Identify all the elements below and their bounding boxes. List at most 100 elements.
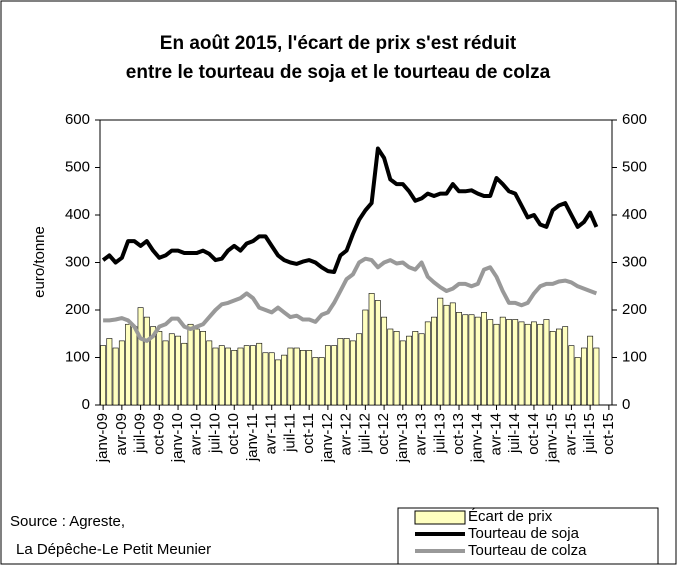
bar xyxy=(524,323,531,406)
x-tick-label: avr-12 xyxy=(338,413,355,456)
bar xyxy=(112,347,119,406)
bar xyxy=(237,347,244,406)
bar xyxy=(349,340,356,406)
bar xyxy=(162,340,169,406)
bar xyxy=(306,350,313,406)
bar xyxy=(543,319,550,406)
bar xyxy=(518,321,525,406)
bar xyxy=(449,302,456,406)
y2-tick-label: 200 xyxy=(622,301,647,318)
bar xyxy=(218,345,225,406)
y-tick-label: 600 xyxy=(65,111,90,128)
x-tick-label: avr-13 xyxy=(413,413,430,456)
x-tick-label: oct-12 xyxy=(375,413,392,455)
x-tick-label: oct-13 xyxy=(450,413,467,455)
x-tick-label: oct-11 xyxy=(300,413,317,454)
source: Source : Agreste, xyxy=(10,513,125,530)
y-tick-label: 400 xyxy=(65,206,90,223)
bar xyxy=(131,326,138,406)
bar xyxy=(568,345,575,406)
chart-title: En août 2015, l'écart de prix s'est rédu… xyxy=(160,33,517,54)
bar xyxy=(243,345,250,406)
y2-tick-label: 300 xyxy=(622,253,647,270)
legend-label: Tourteau de soja xyxy=(468,525,580,542)
x-tick-label: juil-10 xyxy=(206,413,223,454)
x-tick-label: juil-11 xyxy=(281,413,298,453)
legend-label: Écart de prix xyxy=(468,508,553,525)
bar xyxy=(318,357,325,406)
bar xyxy=(143,316,150,406)
bar xyxy=(268,352,275,406)
y-tick-label: 200 xyxy=(65,301,90,318)
bar xyxy=(150,326,156,406)
x-tick-label: avr-14 xyxy=(487,413,504,456)
bar xyxy=(374,300,381,406)
x-tick-label: janv-14 xyxy=(469,413,486,463)
bar xyxy=(487,319,494,406)
bar xyxy=(443,304,450,406)
bar xyxy=(456,312,462,406)
bar xyxy=(506,319,512,406)
bar xyxy=(412,331,419,406)
bar xyxy=(399,340,406,406)
legend-swatch xyxy=(414,510,466,525)
x-tick-label: oct-14 xyxy=(525,413,542,455)
bar xyxy=(275,359,281,406)
y-tick-label: 300 xyxy=(65,253,90,270)
bar xyxy=(343,338,350,406)
bar xyxy=(156,331,163,406)
bar xyxy=(118,340,125,406)
bar xyxy=(393,331,400,406)
x-tick-label: juil-12 xyxy=(356,413,373,454)
bar xyxy=(231,350,238,406)
bar xyxy=(418,333,425,406)
bar xyxy=(168,333,175,406)
bar xyxy=(256,342,263,406)
x-tick-label: juil-09 xyxy=(132,413,149,454)
bar xyxy=(281,354,288,406)
x-tick-label: avr-10 xyxy=(188,413,205,456)
x-tick-label: avr-09 xyxy=(113,413,130,456)
bar xyxy=(574,357,581,406)
bar xyxy=(406,335,412,406)
bar xyxy=(356,333,363,406)
bar xyxy=(424,321,431,406)
bar xyxy=(381,316,388,406)
bar xyxy=(462,314,469,406)
bar xyxy=(100,345,107,406)
bar xyxy=(175,335,181,406)
bar xyxy=(225,347,231,406)
bar xyxy=(312,357,319,406)
x-tick-label: janv-09 xyxy=(94,413,111,463)
x-tick-label: juil-14 xyxy=(506,413,523,454)
x-tick-label: oct-10 xyxy=(225,413,242,455)
bar xyxy=(212,347,219,406)
y-tick-label: 100 xyxy=(65,348,90,365)
bar xyxy=(580,347,587,406)
x-tick-label: janv-11 xyxy=(244,413,261,462)
bar xyxy=(125,323,132,406)
bar xyxy=(200,331,206,406)
bar xyxy=(437,297,444,406)
bar xyxy=(293,347,300,406)
bar xyxy=(562,326,569,406)
y2-tick-label: 400 xyxy=(622,206,647,223)
y-tick-label: 500 xyxy=(65,158,90,175)
source: La Dépêche-Le Petit Meunier xyxy=(16,541,211,558)
bar xyxy=(337,338,344,406)
bar xyxy=(549,331,556,406)
bar xyxy=(250,345,256,406)
y-axis-label: euro/tonne xyxy=(31,226,48,298)
x-tick-label: avr-11 xyxy=(263,413,280,454)
bar xyxy=(206,340,213,406)
bar xyxy=(493,323,500,406)
bar xyxy=(193,328,200,406)
bar xyxy=(593,347,600,406)
y2-tick-label: 100 xyxy=(622,348,647,365)
line xyxy=(103,256,598,343)
bar xyxy=(300,350,306,406)
bar xyxy=(262,352,269,406)
x-tick-label: juil-13 xyxy=(431,413,448,454)
x-tick-label: janv-10 xyxy=(169,413,186,463)
bar xyxy=(481,312,487,406)
